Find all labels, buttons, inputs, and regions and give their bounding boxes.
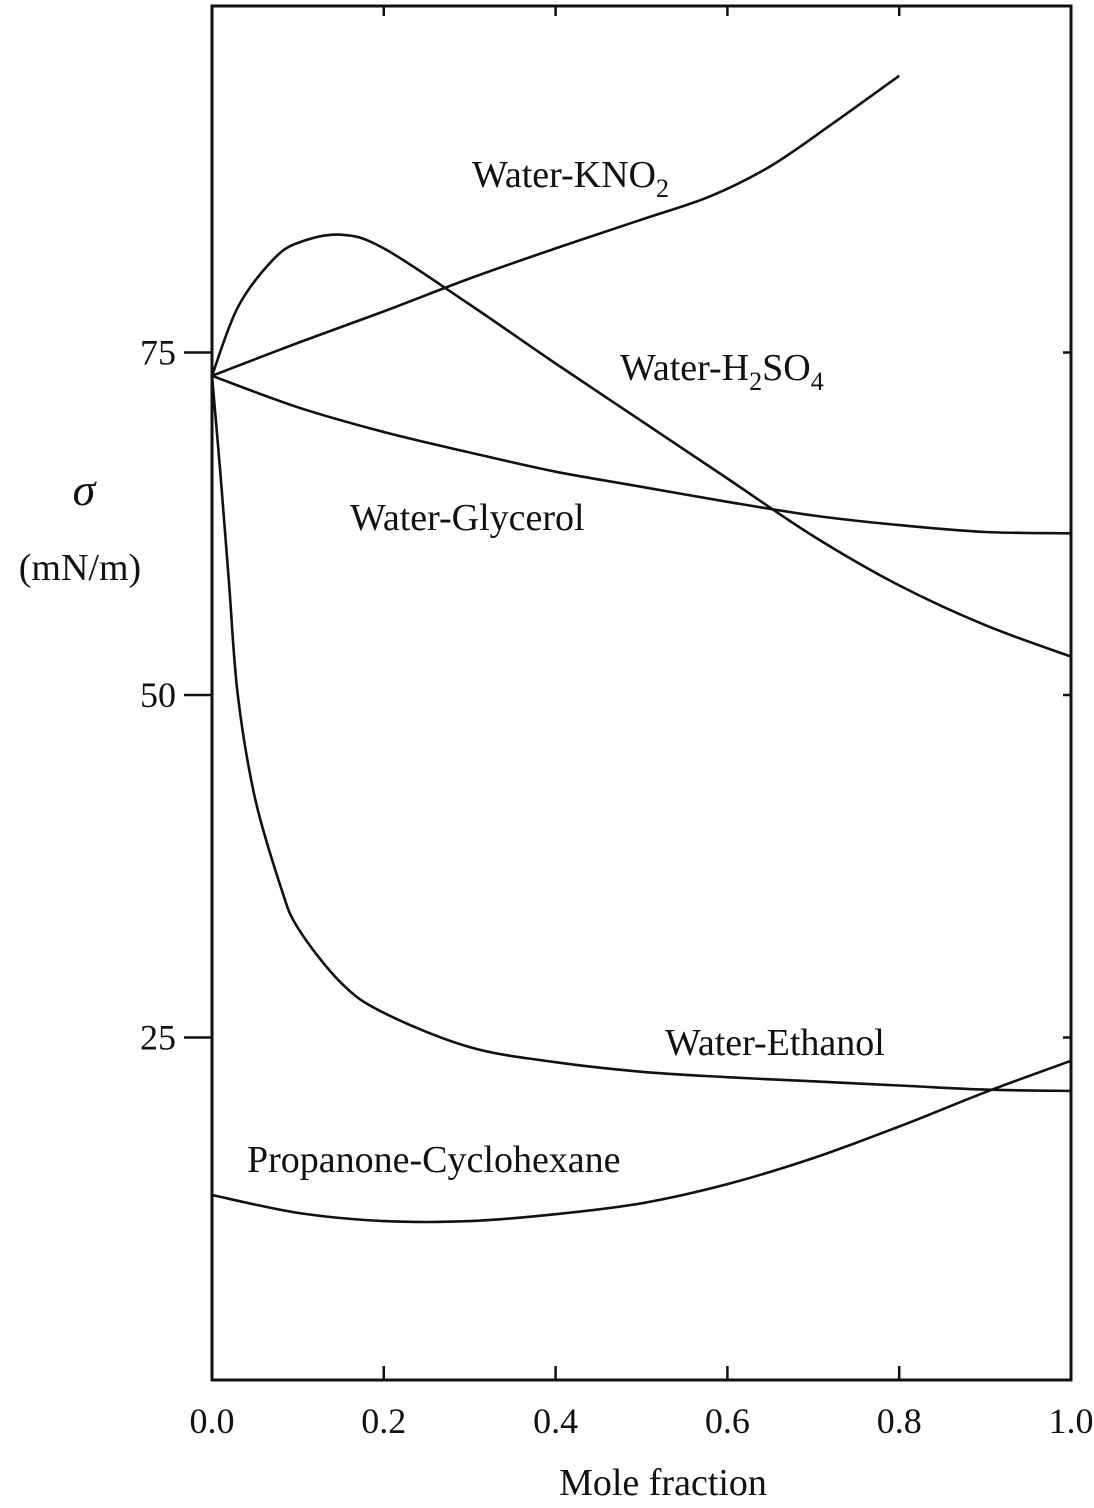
series-label-water-h2so4: Water-H2SO4 bbox=[620, 347, 824, 396]
x-tick-label: 0.2 bbox=[361, 1401, 406, 1441]
series-line-water-h2so4 bbox=[210, 233, 1072, 658]
x-tick-label: 1.0 bbox=[1049, 1401, 1094, 1441]
curve-group bbox=[210, 74, 1072, 1224]
series-line-water-kno2 bbox=[211, 74, 900, 378]
y-tick-label: 50 bbox=[140, 675, 176, 715]
series-label-water-glycerol: Water-Glycerol bbox=[350, 497, 585, 539]
y-tick-label: 25 bbox=[140, 1018, 176, 1058]
y-axis-unit: (mN/m) bbox=[19, 547, 141, 589]
x-tick-label: 0.8 bbox=[877, 1401, 922, 1441]
tick-group: 0.0 0.2 0.4 0.6 0.8 1.0 25 50 75 bbox=[140, 6, 1094, 1441]
series-line-water-glycerol bbox=[211, 374, 1072, 535]
series-label-water-ethanol: Water-Ethanol bbox=[665, 1022, 885, 1064]
series-label-water-kno2: Water-KNO2 bbox=[472, 154, 669, 203]
x-tick-label: 0.6 bbox=[705, 1401, 750, 1441]
plot-frame bbox=[210, 4, 1073, 1382]
y-axis-symbol: σ bbox=[73, 464, 98, 515]
series-line-water-ethanol bbox=[210, 375, 1072, 1093]
y-tick-label: 75 bbox=[140, 333, 176, 373]
x-axis-label: Mole fraction bbox=[559, 1462, 767, 1504]
x-tick-label: 0.0 bbox=[190, 1401, 235, 1441]
series-label-propanone-cyclohexane: Propanone-Cyclohexane bbox=[247, 1139, 621, 1181]
x-tick-label: 0.4 bbox=[533, 1401, 578, 1441]
series-line-propanone-cyclohexane bbox=[211, 1059, 1072, 1224]
